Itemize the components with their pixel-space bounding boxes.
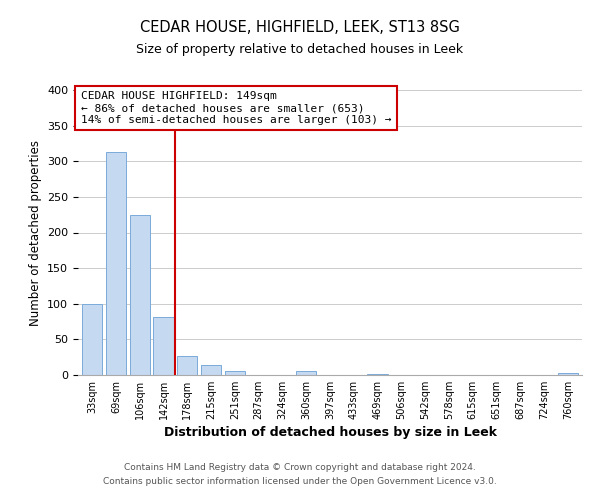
Bar bbox=[177, 356, 197, 375]
Bar bbox=[106, 152, 126, 375]
Bar bbox=[557, 373, 578, 375]
Text: Size of property relative to detached houses in Leek: Size of property relative to detached ho… bbox=[136, 42, 464, 56]
Bar bbox=[82, 304, 103, 375]
Bar bbox=[201, 365, 221, 375]
Bar bbox=[130, 214, 150, 375]
Bar bbox=[367, 374, 388, 375]
Text: Contains public sector information licensed under the Open Government Licence v3: Contains public sector information licen… bbox=[103, 477, 497, 486]
Text: CEDAR HOUSE, HIGHFIELD, LEEK, ST13 8SG: CEDAR HOUSE, HIGHFIELD, LEEK, ST13 8SG bbox=[140, 20, 460, 35]
Bar bbox=[296, 372, 316, 375]
Bar bbox=[225, 372, 245, 375]
Y-axis label: Number of detached properties: Number of detached properties bbox=[29, 140, 41, 326]
Bar bbox=[154, 316, 173, 375]
X-axis label: Distribution of detached houses by size in Leek: Distribution of detached houses by size … bbox=[163, 426, 497, 439]
Text: CEDAR HOUSE HIGHFIELD: 149sqm
← 86% of detached houses are smaller (653)
14% of : CEDAR HOUSE HIGHFIELD: 149sqm ← 86% of d… bbox=[80, 92, 391, 124]
Text: Contains HM Land Registry data © Crown copyright and database right 2024.: Contains HM Land Registry data © Crown c… bbox=[124, 464, 476, 472]
